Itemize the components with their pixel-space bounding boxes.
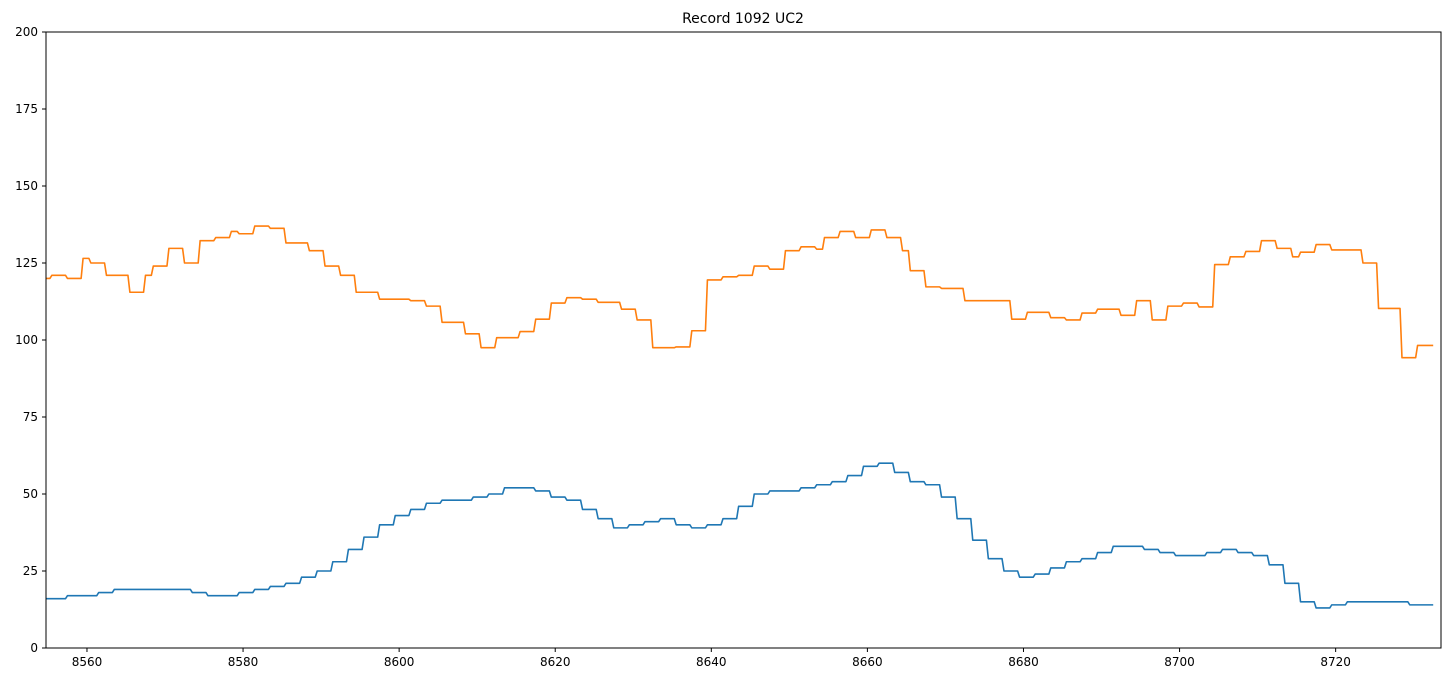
x-tick-label: 8700 [1164, 655, 1195, 669]
x-tick-label: 8680 [1008, 655, 1039, 669]
series-line-1 [46, 225, 1434, 359]
y-tick-label: 125 [15, 256, 38, 270]
y-tick-label: 100 [15, 333, 38, 347]
y-tick-label: 200 [15, 25, 38, 39]
x-tick-label: 8600 [384, 655, 415, 669]
x-tick-label: 8620 [540, 655, 571, 669]
y-tick-label: 0 [30, 641, 38, 655]
x-tick-label: 8640 [696, 655, 727, 669]
x-axis: 8560 8580 8600 8620 8640 8660 8680 8700 8720 [72, 648, 1351, 669]
y-tick-label: 75 [23, 410, 38, 424]
x-tick-label: 8560 [72, 655, 103, 669]
y-tick-label: 50 [23, 487, 38, 501]
y-axis: 0 25 50 75 100 125 150 175 200 [15, 25, 46, 655]
chart-title: Record 1092 UC2 [682, 11, 804, 27]
y-tick-label: 150 [15, 179, 38, 193]
y-tick-label: 175 [15, 102, 38, 116]
x-tick-label: 8720 [1320, 655, 1351, 669]
x-tick-label: 8660 [852, 655, 883, 669]
plot-frame [45, 31, 1442, 649]
x-tick-label: 8580 [228, 655, 259, 669]
y-tick-label: 25 [23, 564, 38, 578]
series-line-2 [46, 462, 1434, 609]
series-group [46, 225, 1434, 609]
